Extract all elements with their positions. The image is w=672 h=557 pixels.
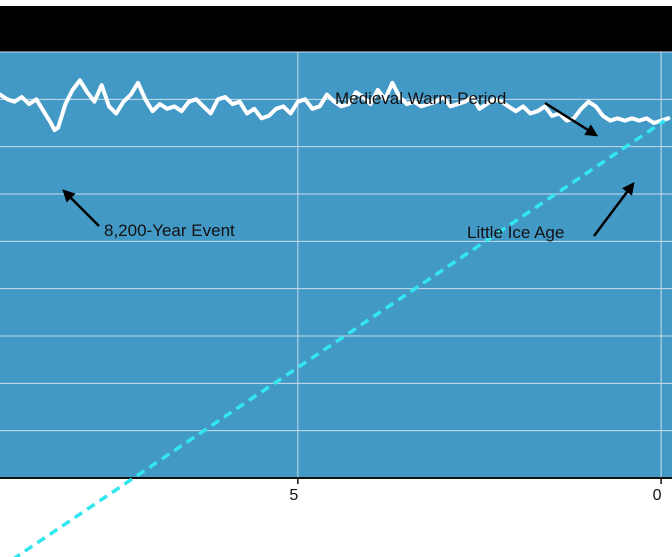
series-group [0,78,671,557]
trend-line [13,119,666,557]
x-tick-label: 5 [289,487,298,504]
header-bar [0,6,672,52]
x-tick-label: 0 [653,487,662,504]
plot-background [0,52,672,478]
temperature-series-line [0,78,671,133]
annotation-label: Medieval Warm Period [335,89,506,108]
annotation-arrow [593,182,635,237]
annotation-label: 8,200-Year Event [104,221,235,240]
grid-lines [0,51,672,478]
annotations: Medieval Warm Period 8,200-Year Event Litt… [62,89,635,242]
annotation-label: Little Ice Age [467,223,564,242]
annotation-arrow [62,189,100,227]
annotation-arrow [544,101,599,137]
